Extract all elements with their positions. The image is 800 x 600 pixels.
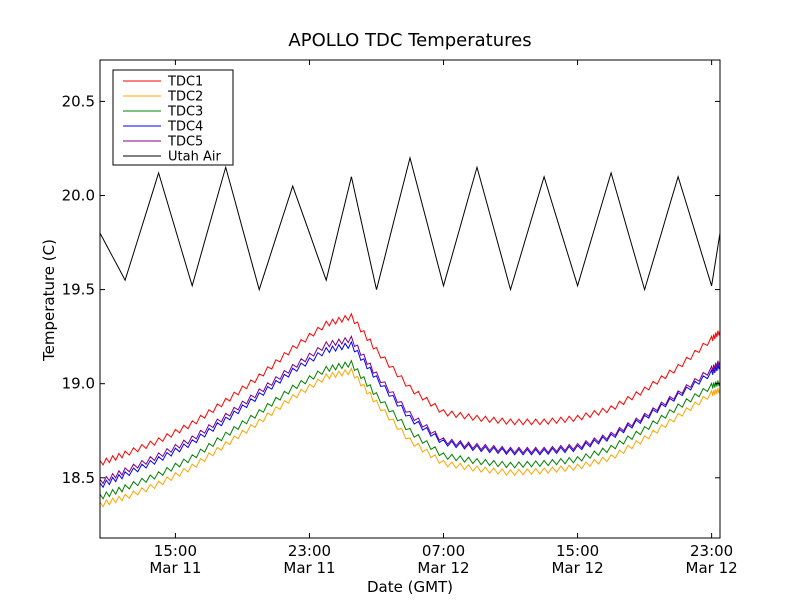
series-line-tdc2 [100,366,720,508]
chart-title: APOLLO TDC Temperatures [288,30,531,51]
legend-label-tdc3: TDC3 [167,105,203,120]
series-group [100,155,720,508]
x-tick-label-time: 15:00 [154,542,197,560]
x-tick-label-date: Mar 11 [149,559,201,577]
series-line-tdc3 [100,359,720,500]
y-tick-label: 19.5 [62,281,95,299]
series-line-tdc5 [100,334,720,485]
plot-frame [99,59,721,539]
x-axis-label: Date (GMT) [367,578,453,596]
legend-label-tdc2: TDC2 [167,90,203,105]
y-tick-label: 19.0 [62,375,95,393]
legend-label-tdc1: TDC1 [167,75,203,90]
y-tick-label: 18.5 [62,469,95,487]
series-line-utah-air [100,155,720,292]
y-axis-ticks: 18.5 19.0 19.5 20.0 20.5 [62,92,720,487]
legend-box [112,69,234,166]
x-tick-label-date: Mar 12 [417,559,469,577]
x-tick-label-time: 07:00 [422,542,465,560]
y-tick-label: 20.0 [62,186,95,204]
legend-label-utah-air: Utah Air [168,150,221,165]
x-tick-label-date: Mar 12 [551,559,603,577]
x-tick-label-time: 15:00 [556,542,599,560]
series-line-tdc4 [100,340,720,489]
y-tick-label: 20.5 [62,92,95,110]
y-axis-label: Temperature (C) [40,239,58,362]
legend-label-tdc5: TDC5 [167,135,203,150]
x-tick-label-date: Mar 11 [283,559,335,577]
x-tick-label-date: Mar 12 [686,559,738,577]
x-tick-label-time: 23:00 [288,542,331,560]
x-tick-label-time: 23:00 [690,542,733,560]
series-line-tdc1 [100,312,720,466]
legend-label-tdc4: TDC4 [167,120,203,135]
